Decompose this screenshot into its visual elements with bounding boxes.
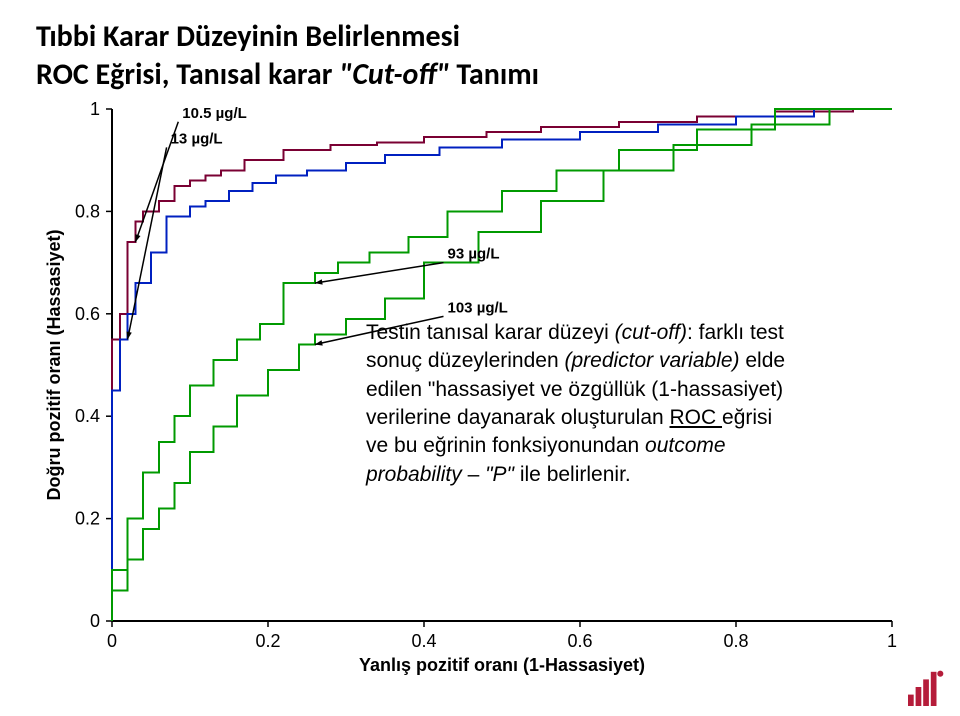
svg-text:1: 1 xyxy=(887,631,897,651)
svg-text:Doğru pozitif oranı (Hassasiye: Doğru pozitif oranı (Hassasiyet) xyxy=(44,229,64,500)
svg-text:13 µg/L: 13 µg/L xyxy=(171,130,223,147)
brand-logo xyxy=(908,668,946,706)
svg-text:0.6: 0.6 xyxy=(567,631,592,651)
svg-text:0.4: 0.4 xyxy=(75,406,100,426)
title-line-2: ROC Eğrisi, Tanısal karar "Cut-off" Tanı… xyxy=(36,56,924,94)
svg-text:103 µg/L: 103 µg/L xyxy=(448,299,508,316)
svg-text:0: 0 xyxy=(107,631,117,651)
svg-text:0.6: 0.6 xyxy=(75,304,100,324)
title-line-1: Tıbbi Karar Düzeyinin Belirlenmesi xyxy=(36,18,924,56)
svg-text:0: 0 xyxy=(90,611,100,631)
svg-text:10.5 µg/L: 10.5 µg/L xyxy=(182,105,247,122)
svg-text:93 µg/L: 93 µg/L xyxy=(448,246,500,263)
svg-text:0.2: 0.2 xyxy=(255,631,280,651)
svg-text:1: 1 xyxy=(90,99,100,119)
svg-text:Yanlış pozitif oranı (1-Hassas: Yanlış pozitif oranı (1-Hassasiyet) xyxy=(359,655,645,675)
roc-chart: 0 0.2 0.4 0.6 0.8 1 0 0.2 0.4 0.6 0.8 1 Yanlış pozit… xyxy=(36,99,916,679)
svg-text:0.2: 0.2 xyxy=(75,509,100,529)
svg-text:0.8: 0.8 xyxy=(75,201,100,221)
explanation-text: Testin tanısal karar düzeyi (cut-off): f… xyxy=(366,319,786,489)
slide-title: Tıbbi Karar Düzeyinin Belirlenmesi ROC E… xyxy=(36,18,924,93)
svg-text:0.8: 0.8 xyxy=(723,631,748,651)
svg-text:0.4: 0.4 xyxy=(411,631,436,651)
